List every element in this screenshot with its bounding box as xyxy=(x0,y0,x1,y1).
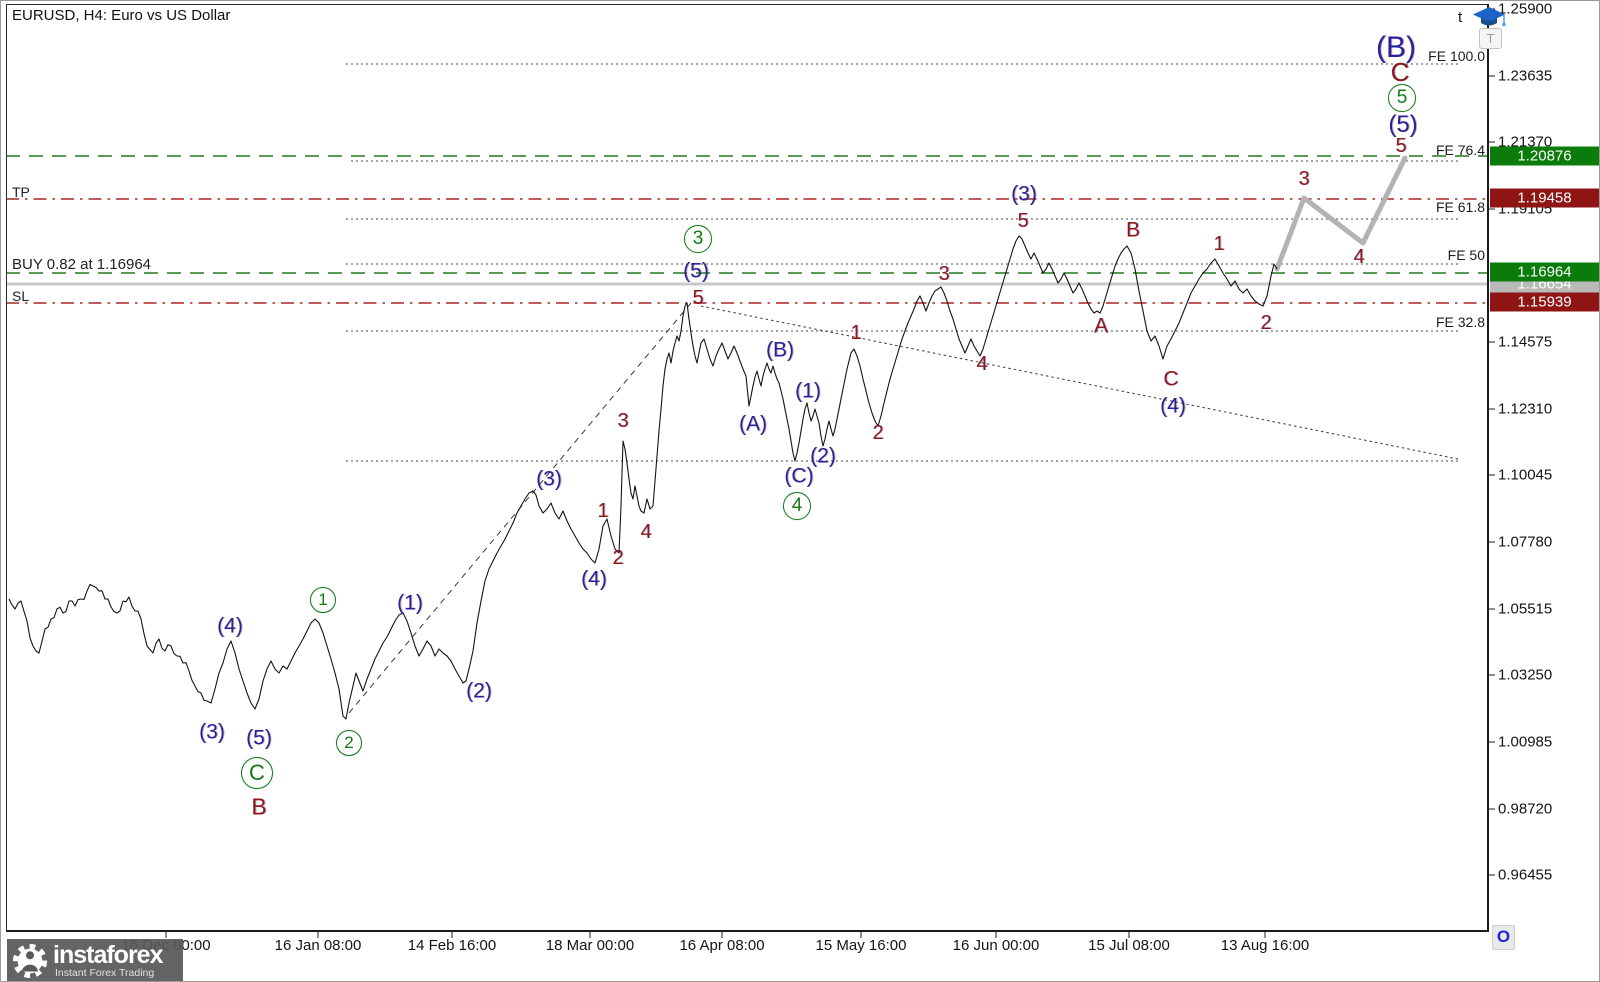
wave-label-blue: (5) xyxy=(683,259,709,283)
price-tick-label: 1.03250 xyxy=(1498,666,1553,684)
price-tick-label: 1.07780 xyxy=(1498,533,1553,551)
forecast-path xyxy=(1274,155,1408,272)
wave-label-red: 1 xyxy=(597,500,609,522)
wave-label-blue: (A) xyxy=(739,412,767,436)
wave-label-green-circled: 2 xyxy=(336,730,362,756)
watermark-tagline: Instant Forex Trading xyxy=(55,966,155,979)
price-tick-label: 1.12310 xyxy=(1498,400,1553,418)
wave-label-green-circled: 3 xyxy=(684,225,712,253)
fib-level-label: FE 100.0 xyxy=(1428,48,1485,64)
price-tick-label: 1.10045 xyxy=(1498,466,1553,484)
price-tick-label: 0.98720 xyxy=(1498,800,1553,818)
price-badge-red: 1.15939 xyxy=(1490,292,1599,312)
fib-level-label: FE 50 xyxy=(1447,247,1485,263)
fib-level-label: FE 61.8 xyxy=(1435,199,1485,215)
time-tick-label: 18 Mar 00:00 xyxy=(545,937,635,954)
wave-label-red: 4 xyxy=(640,521,652,543)
wave-label-red: C xyxy=(1163,367,1179,391)
chart-title: EURUSD, H4: Euro vs US Dollar xyxy=(12,7,231,24)
wave-label-blue: (5) xyxy=(1388,111,1418,138)
wave-label-green-circled: 4 xyxy=(783,492,811,520)
wave-label-blue: (4) xyxy=(581,567,607,591)
wave-label-blue: (B) xyxy=(1376,31,1416,64)
price-tick-label: 1.23635 xyxy=(1498,67,1553,85)
wave-label-red: 3 xyxy=(617,410,629,432)
price-tick-label: 1.05515 xyxy=(1498,600,1553,618)
time-tick-label: 14 Feb 16:00 xyxy=(407,937,497,954)
wave-label-red: B xyxy=(251,793,267,820)
wave-label-blue: (3) xyxy=(1011,182,1037,206)
wave-label-green-circled: C xyxy=(241,757,273,789)
wave-label-red: A xyxy=(1093,314,1109,338)
price-tick-label: 1.00985 xyxy=(1498,733,1553,751)
trendline[interactable] xyxy=(700,305,1459,460)
time-tick-label: 13 Aug 16:00 xyxy=(1220,937,1310,954)
wave-label-red: 2 xyxy=(872,422,884,444)
wave-label-red: 2 xyxy=(612,547,624,569)
price-tick-label: 0.96455 xyxy=(1498,866,1553,884)
watermark-brand: instaforex xyxy=(53,940,163,969)
t-watermark-letter: t xyxy=(1458,9,1463,26)
wave-label-blue: (4) xyxy=(217,614,243,638)
wave-label-red: 5 xyxy=(1017,210,1029,232)
wave-label-blue: (1) xyxy=(795,379,821,403)
wave-label-blue: (B) xyxy=(766,338,794,362)
time-tick-label: 16 Jun 00:00 xyxy=(952,937,1040,954)
gear-person-icon xyxy=(12,943,48,979)
wave-label-red: C xyxy=(1390,57,1410,87)
price-line xyxy=(8,235,1278,720)
wave-label-red: 5 xyxy=(692,287,704,309)
wave-label-red: 1 xyxy=(1213,233,1225,255)
wave-label-red: 4 xyxy=(1353,246,1365,268)
instaforex-watermark: instaforex Instant Forex Trading xyxy=(7,939,183,981)
wave-label-green-circled: 1 xyxy=(310,587,336,613)
fib-level-label: FE 32.8 xyxy=(1435,314,1485,330)
time-tick-label: 15 May 16:00 xyxy=(815,937,907,954)
sl-line-label: SL xyxy=(12,288,30,304)
wave-label-blue: (2) xyxy=(466,679,492,703)
o-button[interactable]: O xyxy=(1492,925,1515,950)
price-tick-label: 1.25900 xyxy=(1498,0,1553,18)
wave-label-blue: (C) xyxy=(784,464,814,488)
wave-label-red: 5 xyxy=(1395,135,1407,157)
time-tick-label: 15 Jul 08:00 xyxy=(1088,937,1170,954)
wave-label-blue: (2) xyxy=(810,444,836,468)
wave-label-blue: (5) xyxy=(246,726,272,750)
wave-label-red: 3 xyxy=(938,263,950,285)
price-tick-label: 1.21370 xyxy=(1498,133,1553,151)
wave-label-red: 1 xyxy=(850,322,862,344)
price-badge-red: 1.19458 xyxy=(1490,188,1599,208)
time-tick-label: 16 Jan 08:00 xyxy=(274,937,362,954)
price-tick-label: 1.14575 xyxy=(1498,333,1553,351)
wave-label-blue: (1) xyxy=(397,591,423,615)
t-button[interactable]: T xyxy=(1479,28,1502,49)
graduation-cap-icon[interactable] xyxy=(1471,6,1507,30)
wave-label-red: 3 xyxy=(1298,168,1310,190)
time-tick-label: 16 Apr 08:00 xyxy=(679,937,765,954)
wave-label-blue: (3) xyxy=(199,720,225,744)
wave-label-blue: (4) xyxy=(1160,394,1186,418)
fib-level-label: FE 76.4 xyxy=(1435,142,1485,158)
wave-label-green-circled: 5 xyxy=(1388,84,1416,112)
wave-label-red: 4 xyxy=(976,353,988,375)
tp-line-label: TP xyxy=(12,184,30,200)
wave-label-red: 2 xyxy=(1260,312,1272,334)
wave-label-blue: (3) xyxy=(536,467,562,491)
wave-label-red: B xyxy=(1125,218,1141,242)
price-badge-green: 1.20876 xyxy=(1490,146,1599,166)
buy-order-label: BUY 0.82 at 1.16964 xyxy=(12,256,151,273)
price-badge-green: 1.16964 xyxy=(1490,262,1599,282)
